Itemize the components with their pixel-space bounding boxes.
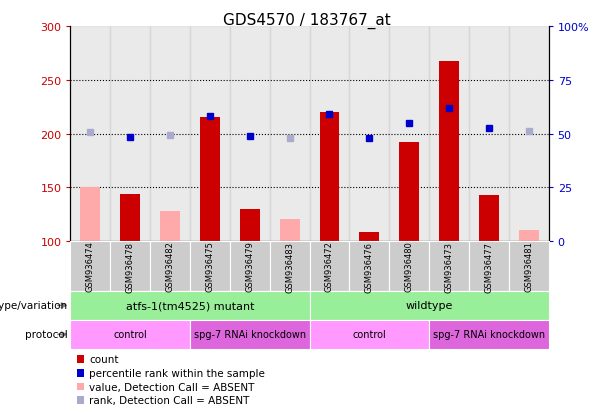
Bar [110, 27, 150, 242]
Text: GSM936478: GSM936478 [126, 241, 135, 292]
Bar [150, 27, 190, 242]
Bar [160, 211, 180, 242]
Bar [120, 195, 140, 242]
Bar [190, 27, 230, 242]
Text: control: control [113, 330, 147, 339]
Bar [469, 27, 509, 242]
Bar [429, 27, 469, 242]
Bar [280, 219, 300, 242]
Text: spg-7 RNAi knockdown: spg-7 RNAi knockdown [194, 330, 306, 339]
Bar [439, 62, 459, 242]
Text: GSM936483: GSM936483 [285, 241, 294, 292]
Text: spg-7 RNAi knockdown: spg-7 RNAi knockdown [433, 330, 545, 339]
Bar [240, 209, 260, 242]
Text: value, Detection Call = ABSENT: value, Detection Call = ABSENT [89, 382, 254, 392]
Text: GSM936477: GSM936477 [484, 241, 493, 292]
Text: GSM936472: GSM936472 [325, 241, 334, 292]
Text: GSM936473: GSM936473 [444, 241, 454, 292]
Text: protocol: protocol [25, 330, 67, 339]
Bar [270, 27, 310, 242]
Bar [479, 195, 499, 242]
Text: GSM936474: GSM936474 [86, 241, 95, 292]
Bar [319, 113, 340, 242]
Bar [310, 27, 349, 242]
Bar [349, 27, 389, 242]
Text: GSM936476: GSM936476 [365, 241, 374, 292]
Text: GSM936479: GSM936479 [245, 241, 254, 292]
Text: GSM936482: GSM936482 [166, 241, 175, 292]
Text: rank, Detection Call = ABSENT: rank, Detection Call = ABSENT [89, 395, 249, 405]
Text: percentile rank within the sample: percentile rank within the sample [89, 368, 265, 378]
Bar [359, 232, 379, 242]
Bar [70, 27, 110, 242]
Bar [399, 143, 419, 242]
Text: GSM936481: GSM936481 [524, 241, 533, 292]
Text: wildtype: wildtype [405, 301, 453, 311]
Text: GDS4570 / 183767_at: GDS4570 / 183767_at [223, 12, 390, 28]
Text: atfs-1(tm4525) mutant: atfs-1(tm4525) mutant [126, 301, 254, 311]
Text: GSM936475: GSM936475 [205, 241, 215, 292]
Text: control: control [352, 330, 386, 339]
Text: count: count [89, 354, 118, 364]
Bar [200, 118, 220, 242]
Bar [509, 27, 549, 242]
Text: genotype/variation: genotype/variation [0, 301, 67, 311]
Bar [389, 27, 429, 242]
Bar [230, 27, 270, 242]
Bar [80, 188, 101, 242]
Text: GSM936480: GSM936480 [405, 241, 414, 292]
Bar [519, 231, 539, 242]
